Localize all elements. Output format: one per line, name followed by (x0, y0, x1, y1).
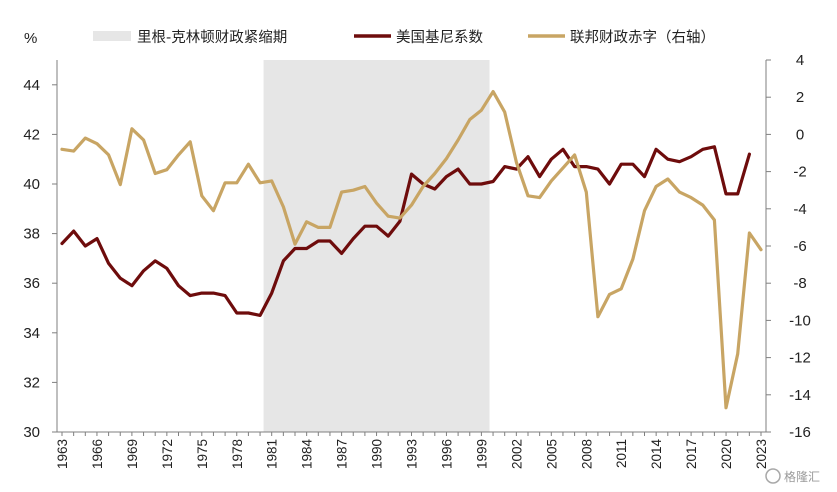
x-tick-label: 2002 (509, 439, 524, 469)
x-tick-label: 1966 (90, 439, 105, 469)
legend-label-shaded-period: 里根-克林顿财政紧缩期 (137, 29, 287, 46)
federal-deficit-line (60, 89, 763, 410)
right-tick-label: -16 (789, 424, 811, 441)
x-tick-label: 1981 (265, 439, 280, 469)
legend-label-deficit: 联邦财政赤字（右轴） (570, 29, 715, 46)
x-tick-label: 1990 (370, 439, 385, 469)
left-tick-label: 36 (23, 275, 40, 292)
x-tick-label: 1984 (300, 439, 315, 470)
x-tick-label: 1978 (230, 439, 245, 469)
right-tick-label: -2 (793, 164, 806, 181)
left-tick-label: 34 (23, 325, 40, 342)
right-tick-label: 0 (796, 126, 804, 143)
left-axis-unit: % (24, 30, 37, 47)
gini-coefficient-line (60, 145, 752, 317)
left-y-ticks: 30 32 34 36 38 40 42 44 (23, 77, 57, 441)
watermark: 格隆汇 (765, 468, 820, 484)
right-tick-label: -6 (793, 238, 806, 255)
left-tick-label: 44 (23, 77, 40, 94)
left-tick-label: 38 (23, 226, 40, 243)
watermark-text: 格隆汇 (784, 469, 820, 484)
x-tick-label: 2008 (579, 439, 594, 469)
x-tick-label: 2023 (754, 439, 769, 469)
shaded-period-reagan-clinton (263, 60, 490, 432)
watermark-logo-icon (765, 468, 781, 484)
x-tick-label: 1987 (335, 439, 350, 469)
right-tick-label: -14 (789, 387, 811, 404)
left-tick-label: 32 (23, 374, 40, 391)
left-tick-label: 42 (23, 126, 40, 143)
left-tick-label: 40 (23, 176, 40, 193)
x-tick-label: 1975 (195, 439, 210, 469)
right-tick-label: -4 (793, 201, 806, 218)
left-tick-label: 30 (23, 424, 40, 441)
right-tick-label: 4 (796, 52, 804, 69)
legend-label-gini: 美国基尼系数 (396, 29, 483, 46)
x-tick-label: 2014 (649, 439, 664, 470)
legend: 里根-克林顿财政紧缩期 美国基尼系数 联邦财政赤字（右轴） (93, 29, 715, 46)
right-tick-label: -10 (789, 312, 811, 329)
x-tick-label: 1969 (125, 439, 140, 469)
right-y-ticks: -16 -14 -12 -10 -8 -6 -4 -2 0 2 4 (766, 52, 811, 441)
x-tick-label: 1996 (439, 439, 454, 469)
x-ticks: 1963 1966 1969 1972 1975 1978 1981 1984 1987 1990… (55, 432, 769, 469)
right-tick-label: 2 (796, 89, 804, 106)
x-tick-label: 2011 (614, 439, 629, 468)
right-tick-label: -8 (793, 275, 806, 292)
x-tick-label: 1999 (474, 439, 489, 469)
x-tick-label: 1963 (55, 439, 70, 469)
x-tick-label: 2005 (544, 439, 559, 469)
x-tick-label: 1993 (405, 439, 420, 469)
x-tick-label: 2017 (684, 439, 699, 469)
legend-swatch-shaded-period (93, 31, 131, 41)
right-tick-label: -12 (789, 350, 811, 367)
series-group (60, 89, 763, 410)
x-tick-label: 1972 (160, 439, 175, 469)
x-tick-label: 2020 (719, 439, 734, 469)
